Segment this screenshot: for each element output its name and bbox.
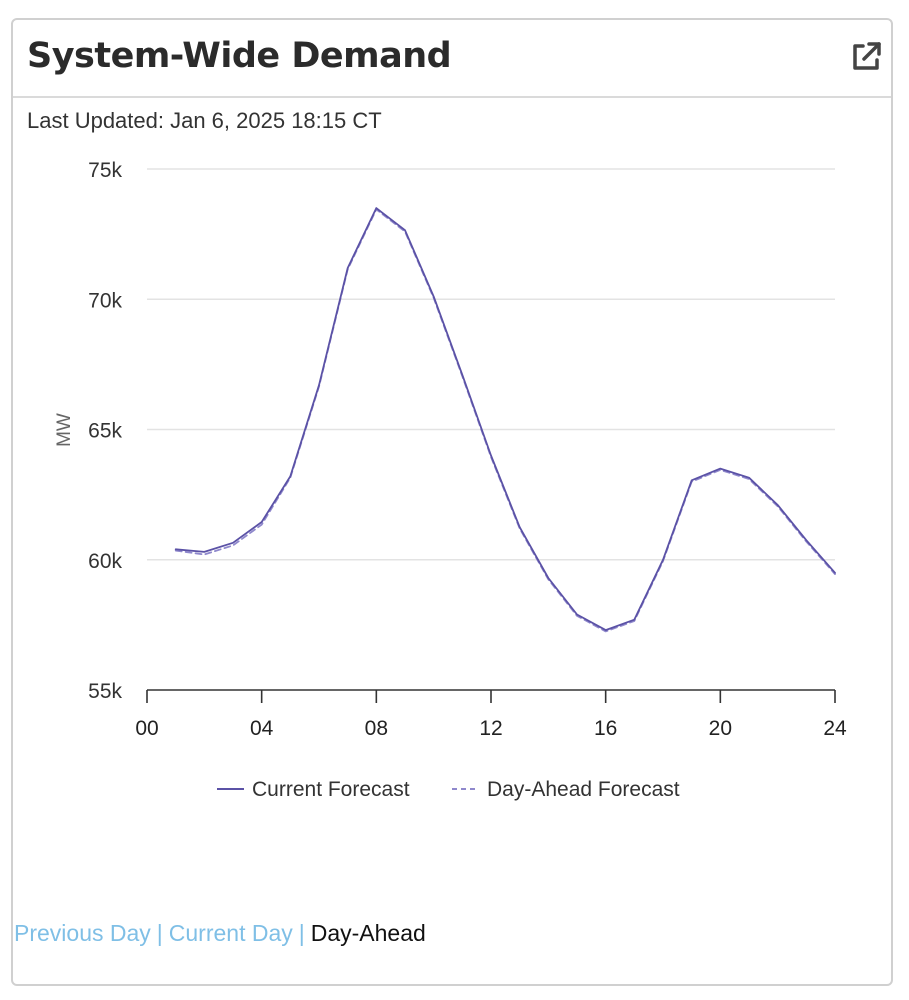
previous-day-link[interactable]: Previous Day: [14, 920, 151, 946]
x-tick-label: 04: [250, 717, 274, 740]
link-separator: |: [298, 920, 305, 946]
legend-label: Day-Ahead Forecast: [487, 778, 680, 801]
chart-legend: Current Forecast Day-Ahead Forecast: [217, 778, 680, 801]
day-selector: Previous Day | Current Day | Day-Ahead: [14, 920, 426, 947]
y-tick-label: 75k: [88, 159, 122, 182]
x-tick-label: 20: [709, 717, 732, 740]
link-separator: |: [156, 920, 163, 946]
chart-series: [174, 207, 836, 633]
y-tick-label: 60k: [88, 550, 122, 573]
card-title: System-Wide Demand: [27, 36, 452, 76]
current-forecast-line: [174, 207, 836, 631]
x-tick-label: 00: [135, 717, 158, 740]
last-updated-text: Last Updated: Jan 6, 2025 18:15 CT: [27, 108, 382, 133]
x-tick-label: 08: [365, 717, 388, 740]
y-tick-label: 65k: [88, 420, 122, 443]
day-ahead-link[interactable]: Day-Ahead: [310, 920, 426, 946]
x-tick-label: 16: [594, 717, 617, 740]
x-tick-label: 12: [479, 717, 502, 740]
card-header: System-Wide Demand: [13, 20, 891, 98]
external-link-icon[interactable]: [849, 40, 883, 74]
y-axis-title: MW: [54, 413, 75, 447]
x-tick-label: 24: [823, 717, 847, 740]
demand-line-chart: 55k 60k 65k 70k 75k 00 04 08 12 16 20 24 MW Current …: [54, 159, 847, 801]
y-tick-label: 55k: [88, 680, 122, 703]
legend-label: Current Forecast: [252, 778, 410, 801]
grid-lines: [147, 168, 835, 561]
y-tick-label: 70k: [88, 289, 122, 312]
current-day-link[interactable]: Current Day: [168, 920, 293, 946]
demand-card: System-Wide Demand Last Updated: Jan 6, …: [11, 18, 893, 986]
chart-axes: 55k 60k 65k 70k 75k 00 04 08 12 16 20 24 MW: [54, 159, 847, 740]
day-ahead-forecast-line: [174, 208, 836, 633]
